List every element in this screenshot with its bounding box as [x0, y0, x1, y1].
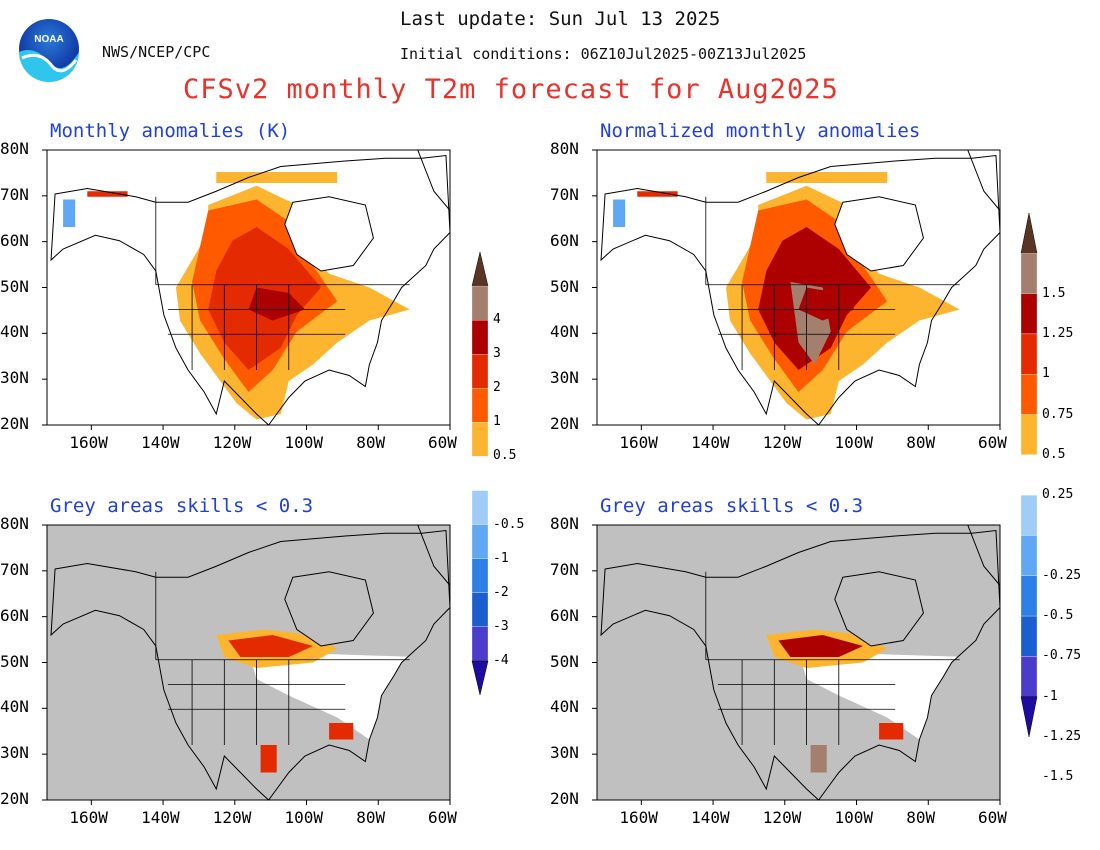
- panel-title-tl: Monthly anomalies (K): [50, 120, 291, 142]
- lon-tick-label: 60W: [428, 433, 457, 452]
- lat-tick-label: 80N: [550, 514, 579, 533]
- colorbar-label: -3: [493, 618, 509, 634]
- lon-tick-label: 120W: [212, 808, 252, 827]
- initial-conditions: Initial conditions: 06Z10Jul2025-00Z13Ju…: [400, 45, 807, 63]
- lat-tick-label: 40N: [0, 697, 29, 717]
- lon-tick-label: 60W: [978, 433, 1007, 452]
- colorbar-label: 4: [493, 312, 501, 328]
- lon-tick-label: 100W: [284, 433, 324, 452]
- colorbar-label: -0.5: [493, 516, 525, 532]
- lon-tick-label: 140W: [141, 433, 180, 452]
- colorbar-left: [471, 251, 489, 696]
- map-panel-br: [592, 525, 1000, 805]
- lon-tick-label: 140W: [141, 808, 180, 827]
- lat-tick-label: 60N: [550, 230, 579, 250]
- lat-tick-label: 20N: [0, 414, 29, 433]
- colorbar-right: [1020, 212, 1038, 738]
- lon-tick-label: 100W: [834, 433, 874, 452]
- lat-tick-label: 70N: [550, 184, 579, 204]
- lat-tick-label: 60N: [0, 605, 29, 625]
- lon-tick-label: 140W: [691, 808, 730, 827]
- lat-tick-label: 70N: [0, 184, 29, 204]
- agency-label: NWS/NCEP/CPC: [102, 43, 211, 61]
- last-update: Last update: Sun Jul 13 2025: [400, 8, 721, 30]
- lat-tick-label: 50N: [0, 276, 29, 296]
- lat-tick-label: 30N: [0, 743, 29, 763]
- panel-title-bl: Grey areas skills < 0.3: [50, 495, 314, 517]
- lat-tick-label: 80N: [0, 139, 29, 158]
- lat-tick-label: 70N: [0, 559, 29, 579]
- lat-tick-label: 30N: [0, 368, 29, 388]
- colorbar-label: -2: [493, 584, 509, 600]
- lat-tick-label: 20N: [550, 414, 579, 433]
- colorbar-label: 1: [493, 414, 501, 430]
- lon-tick-label: 160W: [619, 808, 658, 827]
- colorbar-label: -1: [493, 550, 509, 566]
- lon-tick-label: 60W: [428, 808, 457, 827]
- lon-tick-label: 100W: [834, 808, 874, 827]
- colorbar-label: -1: [1042, 688, 1058, 704]
- colorbar-label: 0.25: [1042, 487, 1074, 503]
- lon-tick-label: 160W: [619, 433, 658, 452]
- lat-tick-label: 30N: [550, 743, 579, 763]
- colorbar-label: -1.25: [1042, 729, 1082, 744]
- colorbar-label: -4: [493, 652, 509, 668]
- colorbar-label: 0.5: [493, 448, 517, 464]
- colorbar-label: -1.5: [1042, 769, 1074, 785]
- lon-tick-label: 140W: [691, 433, 730, 452]
- lat-tick-label: 70N: [550, 559, 579, 579]
- lon-tick-label: 80W: [356, 808, 386, 827]
- lat-tick-label: 60N: [0, 230, 29, 250]
- colorbar-label: 1: [1042, 366, 1050, 382]
- lat-tick-label: 40N: [0, 322, 29, 342]
- lat-tick-label: 40N: [550, 322, 579, 342]
- colorbar-label: -0.75: [1042, 648, 1082, 664]
- lat-tick-label: 40N: [550, 697, 579, 717]
- lat-tick-label: 50N: [550, 276, 579, 296]
- map-panel-tl: [42, 150, 450, 430]
- lon-tick-label: 160W: [69, 433, 108, 452]
- lat-tick-label: 80N: [0, 514, 29, 533]
- lon-tick-label: 60W: [978, 808, 1007, 827]
- lon-tick-label: 80W: [356, 433, 386, 452]
- lon-tick-label: 80W: [906, 808, 936, 827]
- panel-title-br: Grey areas skills < 0.3: [600, 495, 864, 517]
- colorbar-label: 2: [493, 380, 501, 396]
- lat-tick-label: 20N: [0, 789, 29, 808]
- colorbar-label: -0.25: [1042, 567, 1082, 583]
- panel-title-tr: Normalized monthly anomalies: [600, 120, 921, 142]
- colorbar-label: 0.5: [1042, 446, 1066, 462]
- lat-tick-label: 20N: [550, 789, 579, 808]
- lat-tick-label: 80N: [550, 139, 579, 158]
- lon-tick-label: 100W: [284, 808, 324, 827]
- lon-tick-label: 120W: [762, 433, 802, 452]
- lat-tick-label: 30N: [550, 368, 579, 388]
- map-panel-bl: [42, 525, 450, 805]
- colorbar-label: 1.25: [1042, 325, 1074, 341]
- colorbar-label: -0.5: [1042, 608, 1074, 624]
- colorbar-label: 0.75: [1042, 406, 1074, 422]
- lon-tick-label: 120W: [762, 808, 802, 827]
- page-title: CFSv2 monthly T2m forecast for Aug2025: [183, 74, 839, 105]
- colorbar-label: 3: [493, 346, 501, 362]
- lon-tick-label: 80W: [906, 433, 936, 452]
- map-panel-tr: [592, 150, 1000, 430]
- lon-tick-label: 120W: [212, 433, 252, 452]
- colorbar-label: 1.5: [1042, 285, 1066, 301]
- lat-tick-label: 50N: [0, 651, 29, 671]
- lon-tick-label: 160W: [69, 808, 108, 827]
- lat-tick-label: 50N: [550, 651, 579, 671]
- lat-tick-label: 60N: [550, 605, 579, 625]
